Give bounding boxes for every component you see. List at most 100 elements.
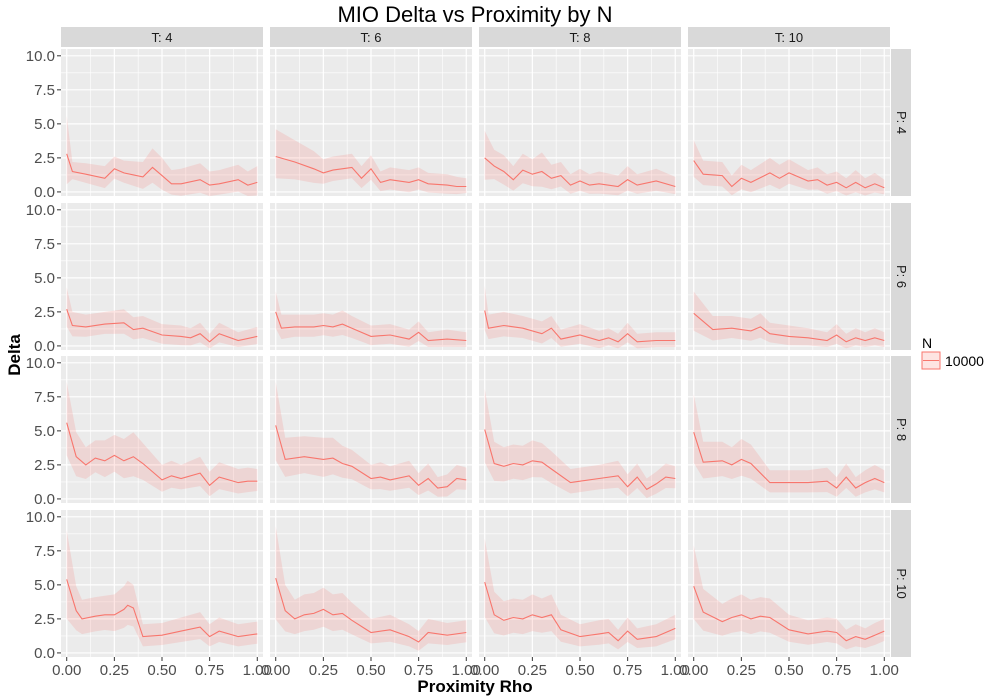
y-tick-label: 5.0 <box>34 577 55 594</box>
y-tick-label: 2.5 <box>34 457 55 474</box>
facet-panel <box>688 510 890 657</box>
row-strip-label: P: 10 <box>894 568 909 598</box>
legend: N 10000 <box>921 335 984 370</box>
facet-panel <box>270 510 472 657</box>
y-tick-label: 0.0 <box>34 645 55 662</box>
confidence-ribbon <box>484 130 676 196</box>
row-strip <box>891 49 911 196</box>
y-tick-label: 0.0 <box>34 338 55 355</box>
legend-title: N <box>922 335 932 351</box>
confidence-ribbon <box>275 381 467 497</box>
x-tick-label: 0.25 <box>100 662 129 679</box>
column-strip-label: T: 4 <box>152 30 173 45</box>
row-strip-label: P: 4 <box>894 111 909 134</box>
x-tick-label: 1.00 <box>243 662 272 679</box>
series-line-10000 <box>275 311 467 342</box>
confidence-ribbon <box>275 526 467 651</box>
x-tick-label: 0.50 <box>356 662 385 679</box>
confidence-ribbon <box>66 115 258 196</box>
facet-panel <box>270 203 472 350</box>
facet-panel <box>61 510 263 657</box>
x-tick-label: 0.50 <box>565 662 594 679</box>
x-tick-label: 0.50 <box>147 662 176 679</box>
legend-entry-10000: 10000 <box>945 353 984 369</box>
column-strip <box>270 27 472 47</box>
column-strip <box>479 27 681 47</box>
confidence-ribbon <box>693 291 885 349</box>
series-line-10000 <box>66 422 258 487</box>
confidence-ribbon <box>484 286 676 349</box>
y-tick-label: 10.0 <box>26 509 55 526</box>
confidence-ribbon <box>66 530 258 647</box>
y-tick-label: 10.0 <box>26 355 55 372</box>
y-tick-label: 10.0 <box>26 202 55 219</box>
y-tick-label: 7.5 <box>34 389 55 406</box>
x-tick-label: 0.00 <box>679 662 708 679</box>
row-strip <box>891 203 911 350</box>
facet-panel <box>688 49 890 196</box>
series-line-10000 <box>484 429 676 491</box>
y-tick-label: 2.5 <box>34 304 55 321</box>
x-tick-label: 1.00 <box>870 662 899 679</box>
series-line-10000 <box>693 586 885 642</box>
facet-panel <box>61 203 263 350</box>
x-tick-label: 0.25 <box>309 662 338 679</box>
facet-panel <box>61 49 263 196</box>
facet-panel <box>61 356 263 503</box>
series-line-10000 <box>693 312 885 343</box>
x-tick-label: 0.00 <box>261 662 290 679</box>
confidence-ribbon <box>275 129 467 195</box>
facet-panel <box>479 356 681 503</box>
row-strip <box>891 510 911 657</box>
facet-panel <box>479 510 681 657</box>
row-strip <box>891 356 911 503</box>
y-tick-label: 10.0 <box>26 48 55 65</box>
x-tick-label: 0.75 <box>822 662 851 679</box>
x-tick-label: 0.75 <box>195 662 224 679</box>
y-tick-label: 7.5 <box>34 82 55 99</box>
y-tick-label: 0.0 <box>34 184 55 201</box>
y-tick-label: 5.0 <box>34 116 55 133</box>
series-line-10000 <box>484 157 676 188</box>
x-tick-label: 0.25 <box>518 662 547 679</box>
facet-panel <box>688 356 890 503</box>
y-tick-label: 7.5 <box>34 236 55 253</box>
confidence-ribbon <box>693 394 885 497</box>
facet-panel <box>479 203 681 350</box>
x-tick-label: 0.50 <box>774 662 803 679</box>
x-tick-label: 1.00 <box>661 662 690 679</box>
series-line-10000 <box>275 425 467 489</box>
x-axis-title: Proximity Rho <box>417 677 532 696</box>
column-strip <box>61 27 263 47</box>
facet-panel <box>688 203 890 350</box>
facet-panel <box>479 49 681 196</box>
row-strip-label: P: 8 <box>894 418 909 441</box>
confidence-ribbon <box>484 388 676 499</box>
y-tick-label: 5.0 <box>34 270 55 287</box>
series-line-10000 <box>275 155 467 188</box>
y-tick-label: 7.5 <box>34 543 55 560</box>
column-strip-label: T: 8 <box>570 30 591 45</box>
facet-panel <box>270 49 472 196</box>
series-line-10000 <box>484 310 676 343</box>
series-line-10000 <box>275 577 467 643</box>
confidence-ribbon <box>275 291 467 347</box>
y-tick-label: 2.5 <box>34 150 55 167</box>
facet-panel <box>270 356 472 503</box>
column-strip-label: T: 6 <box>361 30 382 45</box>
column-strip <box>688 27 890 47</box>
confidence-ribbon <box>484 538 676 650</box>
x-tick-label: 0.75 <box>404 662 433 679</box>
series-line-10000 <box>484 581 676 642</box>
y-tick-label: 5.0 <box>34 423 55 440</box>
confidence-ribbon <box>66 381 258 497</box>
confidence-ribbon <box>693 140 885 196</box>
row-strip-label: P: 6 <box>894 265 909 288</box>
y-axis-title: Delta <box>5 334 24 376</box>
series-line-10000 <box>693 160 885 189</box>
x-tick-label: 0.75 <box>613 662 642 679</box>
series-line-10000 <box>693 432 885 489</box>
x-tick-label: 0.00 <box>470 662 499 679</box>
